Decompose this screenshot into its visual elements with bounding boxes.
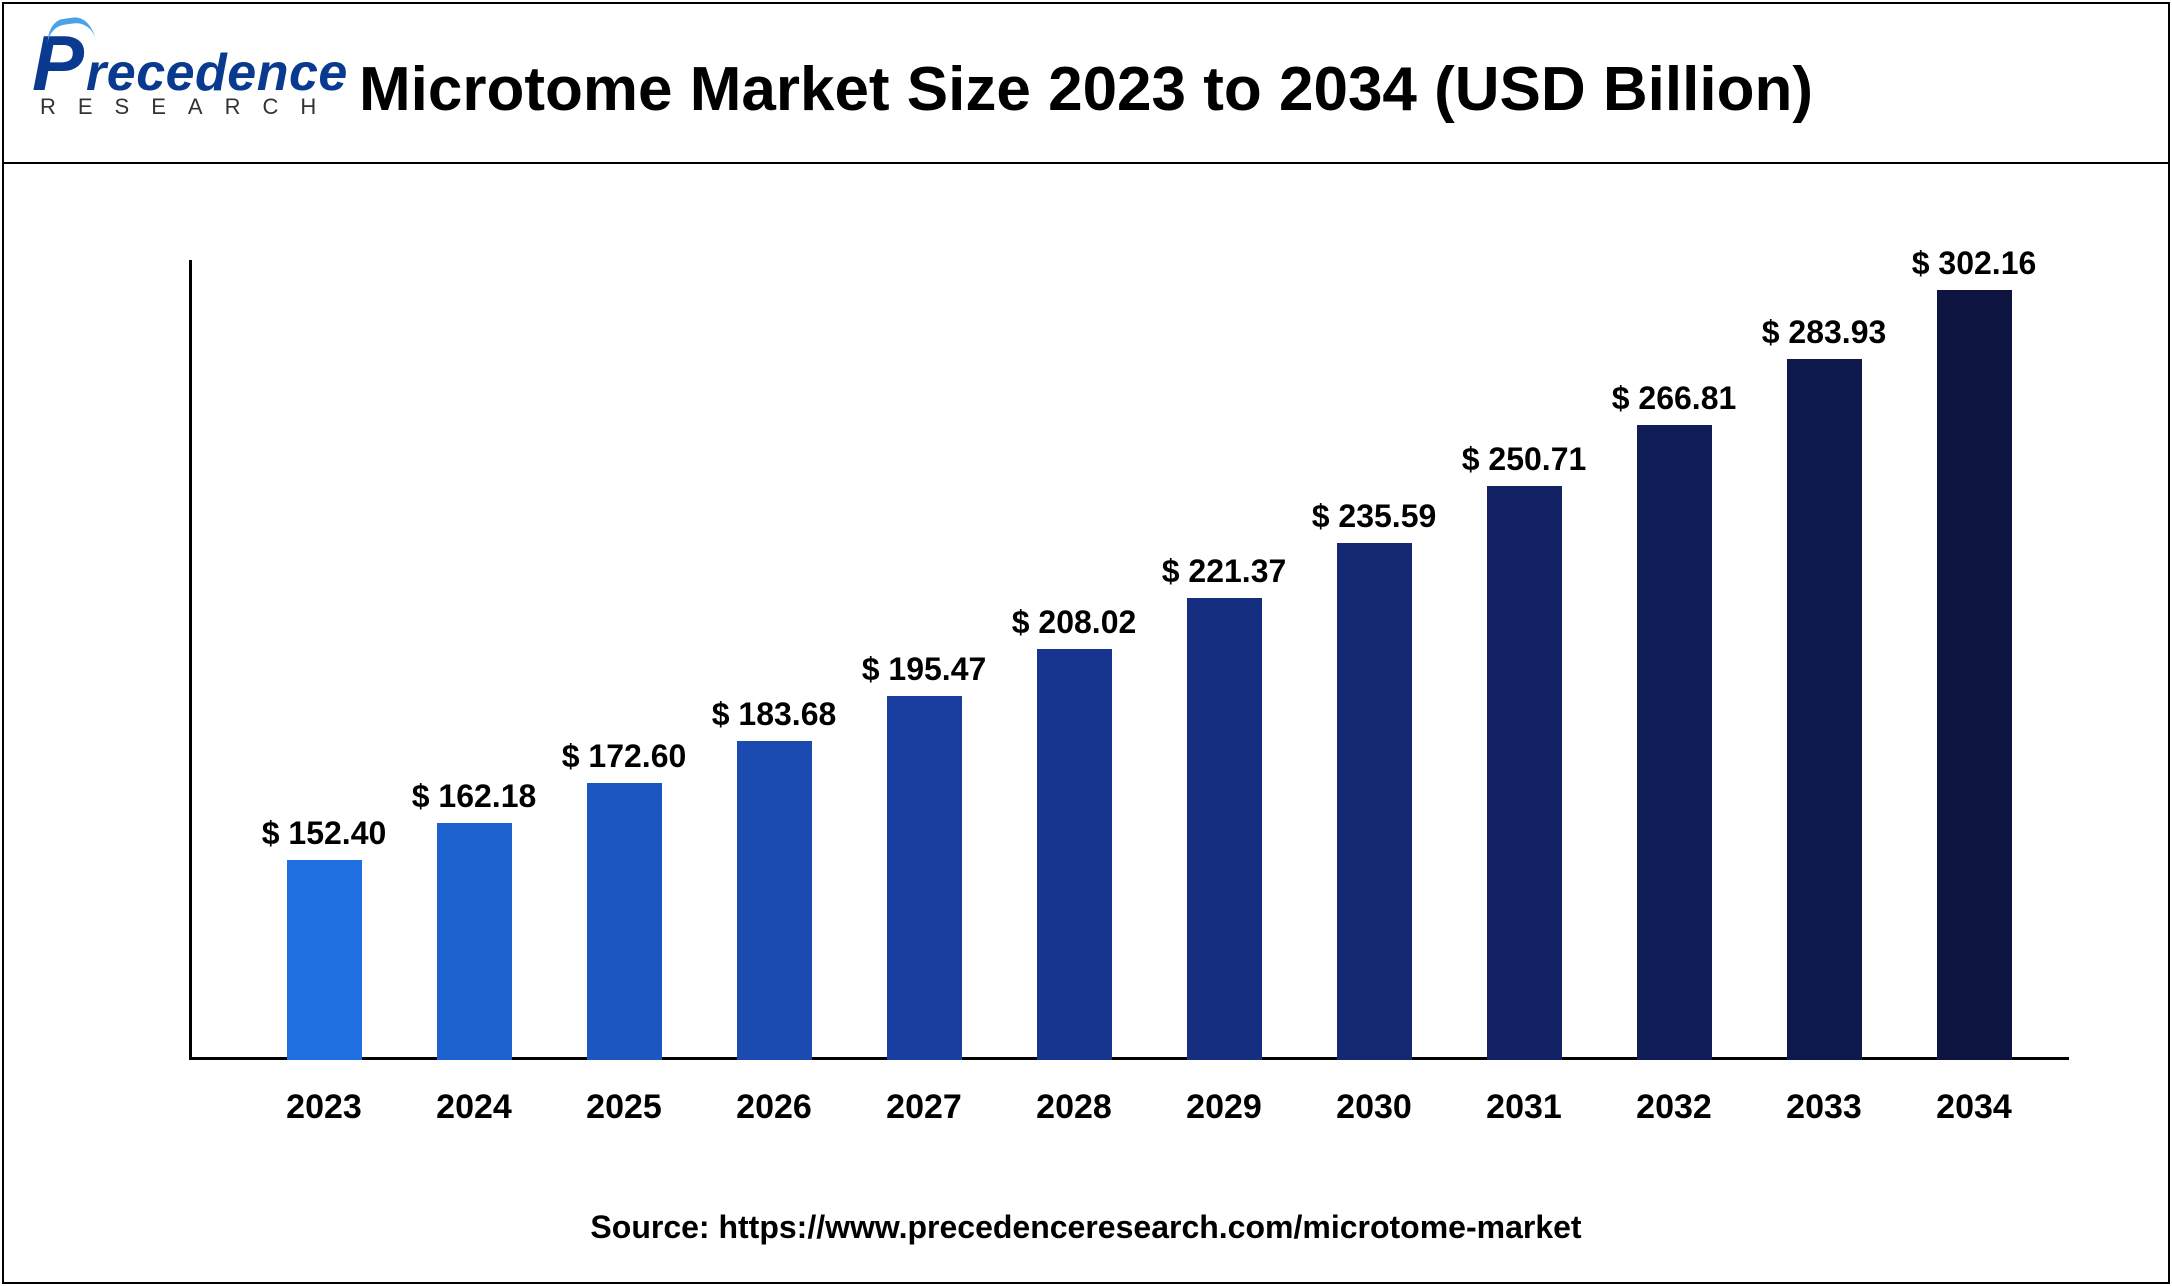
x-tick-label: 2031 bbox=[1449, 1088, 1599, 1127]
bar bbox=[1037, 649, 1112, 1061]
bar bbox=[737, 741, 812, 1060]
x-tick-label: 2032 bbox=[1599, 1088, 1749, 1127]
bar-wrap: $ 221.37 bbox=[1187, 598, 1262, 1060]
bar-value-label: $ 152.40 bbox=[224, 815, 424, 852]
bar-wrap: $ 172.60 bbox=[587, 783, 662, 1060]
bar-wrap: $ 283.93 bbox=[1787, 359, 1862, 1060]
x-tick-label: 2026 bbox=[699, 1088, 849, 1127]
x-tick-label: 2028 bbox=[999, 1088, 1149, 1127]
x-tick-label: 2034 bbox=[1899, 1088, 2049, 1127]
chart-title: Microtome Market Size 2023 to 2034 (USD … bbox=[4, 54, 2168, 125]
bar bbox=[1487, 486, 1562, 1060]
bar-group: $ 221.372029 bbox=[1149, 598, 1299, 1060]
bar-group: $ 183.682026 bbox=[699, 741, 849, 1060]
header: P recedence RESEARCH Microtome Market Si… bbox=[4, 4, 2168, 164]
bar-value-label: $ 183.68 bbox=[674, 696, 874, 733]
x-tick-label: 2029 bbox=[1149, 1088, 1299, 1127]
bar bbox=[887, 696, 962, 1060]
x-tick-label: 2030 bbox=[1299, 1088, 1449, 1127]
bar-group: $ 208.022028 bbox=[999, 649, 1149, 1061]
bar-wrap: $ 195.47 bbox=[887, 696, 962, 1060]
bars-container: $ 152.402023$ 162.182024$ 172.602025$ 18… bbox=[189, 260, 2059, 1060]
bar bbox=[287, 860, 362, 1060]
bar-wrap: $ 183.68 bbox=[737, 741, 812, 1060]
bar-wrap: $ 152.40 bbox=[287, 860, 362, 1060]
x-tick-label: 2033 bbox=[1749, 1088, 1899, 1127]
chart-frame: P recedence RESEARCH Microtome Market Si… bbox=[2, 2, 2170, 1284]
bar bbox=[1937, 290, 2012, 1060]
x-tick-label: 2027 bbox=[849, 1088, 999, 1127]
bar-wrap: $ 235.59 bbox=[1337, 543, 1412, 1060]
bar-group: $ 302.162034 bbox=[1899, 290, 2049, 1060]
bar-group: $ 162.182024 bbox=[399, 823, 549, 1060]
x-tick-label: 2024 bbox=[399, 1088, 549, 1127]
bar-wrap: $ 250.71 bbox=[1487, 486, 1562, 1060]
bar bbox=[437, 823, 512, 1060]
bar-value-label: $ 235.59 bbox=[1274, 498, 1474, 535]
bar-value-label: $ 302.16 bbox=[1874, 245, 2074, 282]
bar-wrap: $ 266.81 bbox=[1637, 425, 1712, 1060]
bar bbox=[587, 783, 662, 1060]
bar-group: $ 266.812032 bbox=[1599, 425, 1749, 1060]
bar-group: $ 250.712031 bbox=[1449, 486, 1599, 1060]
bar-wrap: $ 162.18 bbox=[437, 823, 512, 1060]
bar bbox=[1637, 425, 1712, 1060]
bar-group: $ 152.402023 bbox=[249, 860, 399, 1060]
bar-value-label: $ 195.47 bbox=[824, 651, 1024, 688]
bar-value-label: $ 250.71 bbox=[1424, 441, 1624, 478]
bar-group: $ 195.472027 bbox=[849, 696, 999, 1060]
x-tick-label: 2023 bbox=[249, 1088, 399, 1127]
bar-value-label: $ 162.18 bbox=[374, 778, 574, 815]
bar-value-label: $ 221.37 bbox=[1124, 553, 1324, 590]
bar bbox=[1337, 543, 1412, 1060]
bar-group: $ 283.932033 bbox=[1749, 359, 1899, 1060]
x-tick-label: 2025 bbox=[549, 1088, 699, 1127]
bar bbox=[1787, 359, 1862, 1060]
bar-value-label: $ 283.93 bbox=[1724, 314, 1924, 351]
bar bbox=[1187, 598, 1262, 1060]
plot-area: $ 152.402023$ 162.182024$ 172.602025$ 18… bbox=[189, 260, 2059, 1060]
source-text: Source: https://www.precedenceresearch.c… bbox=[4, 1209, 2168, 1246]
bar-value-label: $ 172.60 bbox=[524, 738, 724, 775]
bar-group: $ 235.592030 bbox=[1299, 543, 1449, 1060]
bar-wrap: $ 208.02 bbox=[1037, 649, 1112, 1061]
bar-group: $ 172.602025 bbox=[549, 783, 699, 1060]
bar-wrap: $ 302.16 bbox=[1937, 290, 2012, 1060]
bar-value-label: $ 208.02 bbox=[974, 604, 1174, 641]
bar-value-label: $ 266.81 bbox=[1574, 380, 1774, 417]
